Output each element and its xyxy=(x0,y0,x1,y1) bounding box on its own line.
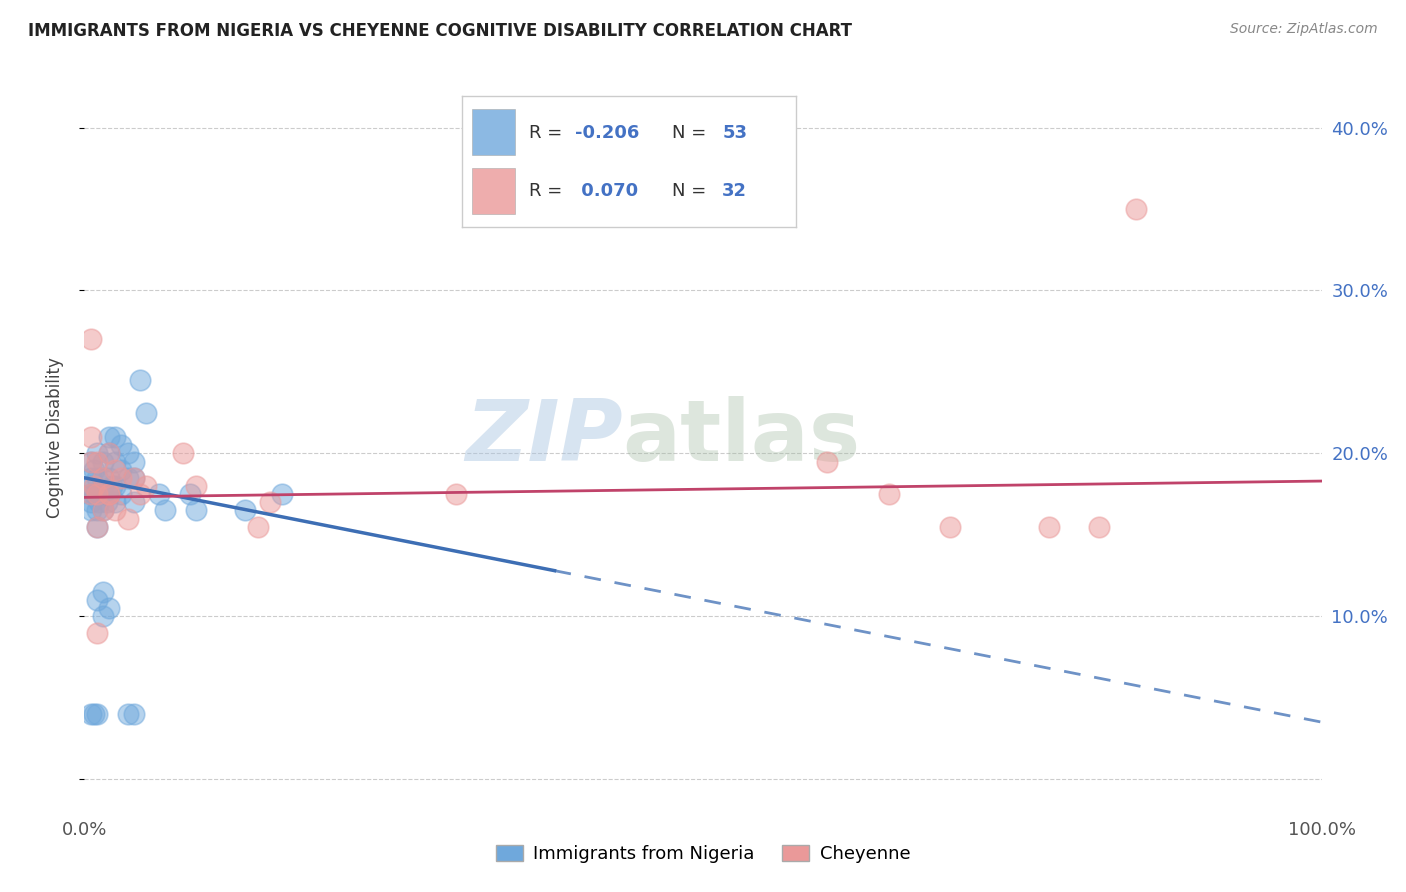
Point xyxy=(184,503,207,517)
Point xyxy=(79,430,101,444)
Point xyxy=(939,519,962,533)
Point xyxy=(83,479,105,493)
Y-axis label: Cognitive Disability: Cognitive Disability xyxy=(45,357,63,517)
Point xyxy=(172,446,194,460)
Point xyxy=(98,430,121,444)
Point xyxy=(259,495,281,509)
Point xyxy=(79,454,101,468)
Point xyxy=(91,471,114,485)
Point xyxy=(233,503,256,517)
Text: IMMIGRANTS FROM NIGERIA VS CHEYENNE COGNITIVE DISABILITY CORRELATION CHART: IMMIGRANTS FROM NIGERIA VS CHEYENNE COGN… xyxy=(28,22,852,40)
Point xyxy=(104,454,127,468)
Legend: Immigrants from Nigeria, Cheyenne: Immigrants from Nigeria, Cheyenne xyxy=(488,838,918,870)
Point xyxy=(271,487,294,501)
Point xyxy=(86,519,108,533)
Point xyxy=(96,495,118,509)
Point xyxy=(91,454,114,468)
Point xyxy=(122,454,145,468)
Point xyxy=(86,593,108,607)
Point xyxy=(129,373,152,387)
Point xyxy=(79,332,101,346)
Text: Source: ZipAtlas.com: Source: ZipAtlas.com xyxy=(1230,22,1378,37)
Point xyxy=(86,487,108,501)
Point xyxy=(83,706,105,721)
Point xyxy=(86,625,108,640)
Point xyxy=(104,479,127,493)
Point xyxy=(79,471,101,485)
Point xyxy=(79,706,101,721)
Point xyxy=(129,487,152,501)
Point xyxy=(83,487,105,501)
Point xyxy=(877,487,900,501)
Point xyxy=(122,471,145,485)
Point xyxy=(1125,202,1147,216)
Point xyxy=(444,487,467,501)
Point xyxy=(79,454,101,468)
Point xyxy=(91,503,114,517)
Point xyxy=(110,463,132,477)
Point xyxy=(135,406,157,420)
Point xyxy=(91,471,114,485)
Point xyxy=(98,601,121,615)
Point xyxy=(246,519,269,533)
Point xyxy=(98,487,121,501)
Point xyxy=(1088,519,1111,533)
Point xyxy=(86,706,108,721)
Point xyxy=(122,706,145,721)
Point xyxy=(98,487,121,501)
Point xyxy=(117,471,139,485)
Point xyxy=(122,471,145,485)
Point xyxy=(148,487,170,501)
Point xyxy=(86,519,108,533)
Text: atlas: atlas xyxy=(623,395,860,479)
Point xyxy=(91,609,114,624)
Point xyxy=(86,487,108,501)
Point xyxy=(79,487,101,501)
Point xyxy=(91,503,114,517)
Point xyxy=(110,487,132,501)
Point xyxy=(79,503,101,517)
Point xyxy=(98,446,121,460)
Point xyxy=(83,463,105,477)
Point xyxy=(104,463,127,477)
Point xyxy=(98,471,121,485)
Point xyxy=(86,446,108,460)
Point xyxy=(104,495,127,509)
Point xyxy=(117,511,139,525)
Point xyxy=(104,430,127,444)
Point xyxy=(153,503,176,517)
Point xyxy=(110,438,132,452)
Point xyxy=(86,471,108,485)
Point xyxy=(91,584,114,599)
Point xyxy=(110,471,132,485)
Point xyxy=(86,454,108,468)
Point xyxy=(179,487,201,501)
Point xyxy=(89,495,111,509)
Point xyxy=(184,479,207,493)
Point xyxy=(98,446,121,460)
Text: ZIP: ZIP xyxy=(465,395,623,479)
Point xyxy=(100,479,122,493)
Point xyxy=(135,479,157,493)
Point xyxy=(79,479,101,493)
Point xyxy=(86,503,108,517)
Point xyxy=(1038,519,1060,533)
Point xyxy=(98,487,121,501)
Point xyxy=(79,487,101,501)
Point xyxy=(104,503,127,517)
Point xyxy=(117,446,139,460)
Point xyxy=(122,495,145,509)
Point xyxy=(91,487,114,501)
Point xyxy=(815,454,838,468)
Point xyxy=(117,706,139,721)
Point xyxy=(79,495,101,509)
